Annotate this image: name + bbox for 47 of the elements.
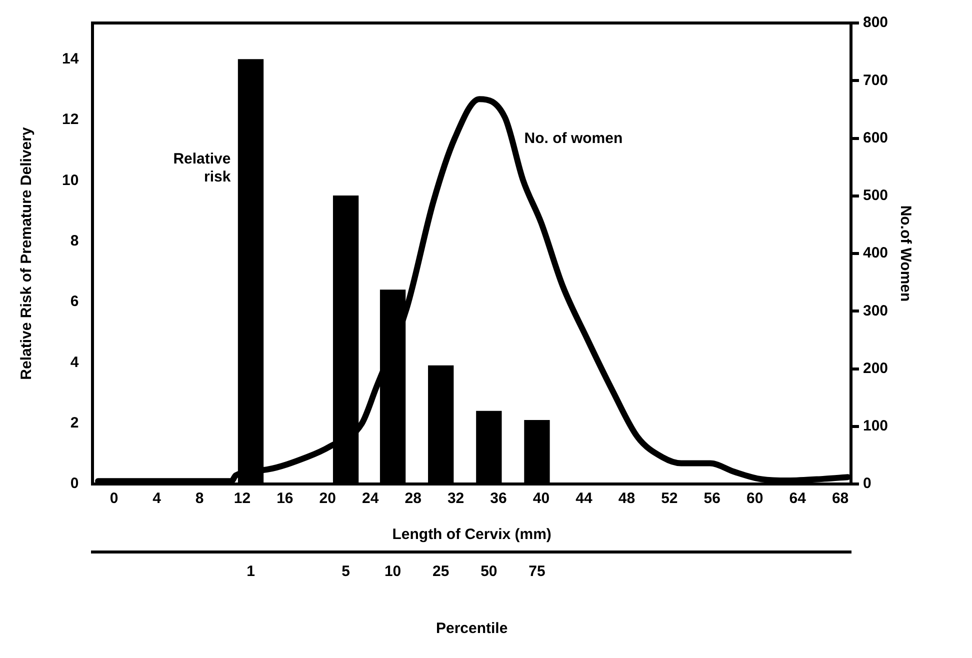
- x-tick-label: 64: [789, 490, 807, 508]
- text: 5: [342, 563, 350, 580]
- x-tick-label: 60: [746, 490, 764, 508]
- y2-tick-label: 600: [862, 129, 888, 146]
- x-tick-label: 32: [447, 490, 464, 508]
- y2-tick-label: 500: [862, 187, 888, 204]
- x-tick-label: 8: [195, 490, 204, 508]
- y2-tick-label: 100: [862, 418, 888, 435]
- x-tick-label: 24: [362, 490, 380, 508]
- x-tick-label: 12: [234, 490, 251, 508]
- x-tick-label: 56: [704, 490, 720, 508]
- y-tick-label: 8: [70, 232, 79, 250]
- y2-tick-label: 300: [862, 302, 888, 320]
- y-tick-label: 4: [70, 354, 80, 371]
- x-tick-label: 52: [661, 490, 678, 508]
- y2-tick-label: 800: [862, 14, 888, 32]
- x-tick-label: 44: [576, 490, 593, 508]
- y2-tick-label: 0: [862, 475, 872, 492]
- text: 25: [432, 563, 450, 580]
- x-tick-label: 16: [276, 490, 294, 508]
- y-tick-label: 0: [70, 475, 79, 492]
- text: 50: [480, 563, 498, 580]
- text: 75: [528, 563, 546, 580]
- y-tick-label: 12: [62, 111, 79, 128]
- y-tick-label: 6: [70, 293, 79, 310]
- y2-axis-title: No.of Women: [896, 205, 914, 302]
- y2-tick-label: 700: [862, 72, 888, 89]
- x-tick-label: 4: [152, 490, 162, 508]
- x-tick-label: 36: [490, 490, 507, 508]
- x2-axis-title: Percentile: [436, 620, 508, 638]
- x-tick-label: 0: [110, 490, 118, 508]
- y-tick-label: 2: [70, 414, 79, 432]
- x-axis-title: Length of Cervix (mm): [392, 526, 552, 544]
- x-tick-label: 28: [404, 490, 422, 508]
- y-tick-label: 14: [62, 50, 80, 68]
- y-axis-title: Relative Risk of Premature Delivery: [18, 126, 36, 380]
- x-tick-label: 48: [618, 490, 636, 508]
- text: 1: [246, 563, 255, 580]
- x-tick-label: 68: [832, 490, 849, 508]
- series-label: No. of women: [524, 130, 623, 148]
- y-tick-label: 10: [62, 172, 79, 189]
- y2-tick-label: 400: [862, 244, 888, 262]
- x-tick-label: 20: [319, 490, 336, 508]
- text: 10: [384, 563, 402, 580]
- x-tick-label: 40: [532, 490, 550, 508]
- series-label: Relative risk: [173, 150, 232, 186]
- y2-tick-label: 200: [862, 360, 888, 377]
